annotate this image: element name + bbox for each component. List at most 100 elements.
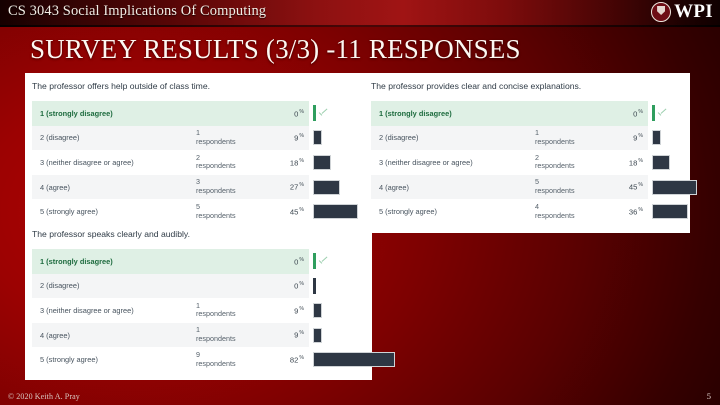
table-row: 2 (disagree) 1 respondents 9% xyxy=(371,125,661,151)
bar-zone xyxy=(313,347,395,372)
row-label: 3 (neither disagree or agree) xyxy=(379,157,473,167)
respondent-count: 1 xyxy=(196,128,200,138)
wpi-seal-icon xyxy=(651,2,672,22)
check-icon xyxy=(319,110,328,117)
row-label: 3 (neither disagree or agree) xyxy=(40,157,134,167)
row-respondents: 1 respondents xyxy=(192,129,246,146)
respondent-word: respondents xyxy=(196,161,236,171)
table-row: 1 (strongly disagree) 0% xyxy=(32,249,316,274)
percent-symbol: % xyxy=(299,354,304,361)
row-percent: 0% xyxy=(633,108,643,119)
respondent-count: 3 xyxy=(196,177,200,187)
table-row: 2 (disagree) 0% xyxy=(32,273,316,299)
percent-symbol: % xyxy=(638,206,643,213)
respondent-count: 2 xyxy=(535,152,539,162)
row-label: 1 (strongly disagree) xyxy=(379,108,452,118)
footer-copyright: © 2020 Keith A. Pray xyxy=(8,392,80,401)
percent-symbol: % xyxy=(638,108,643,115)
respondent-count: 1 xyxy=(196,325,200,335)
row-respondents: 5 respondents xyxy=(192,202,246,220)
survey-block-2: The professor speaks clearly and audibly… xyxy=(32,228,395,372)
row-respondents: 5 respondents xyxy=(531,178,585,195)
row-percent: 45% xyxy=(289,206,304,217)
row-percent: 0% xyxy=(294,256,304,267)
footer-page-number: 5 xyxy=(706,391,711,401)
bar-zone xyxy=(313,175,340,200)
percent-symbol: % xyxy=(638,133,643,140)
respondent-word: respondents xyxy=(535,210,575,220)
row-percent: 9% xyxy=(633,133,643,143)
percent-symbol: % xyxy=(638,182,643,189)
selected-indicator xyxy=(313,253,328,270)
row-percent: 45% xyxy=(628,182,643,192)
row-percent: 18% xyxy=(289,157,304,168)
row-label: 4 (agree) xyxy=(40,182,70,192)
zero-bar xyxy=(652,105,655,122)
respondent-word: respondents xyxy=(535,186,575,196)
course-title: CS 3043 Social Implications Of Computing xyxy=(8,3,267,19)
row-label: 1 (strongly disagree) xyxy=(40,256,113,266)
survey-table: 1 (strongly disagree) 0% 2 (disagree) 0% 3 (… xyxy=(32,249,395,372)
row-percent: 9% xyxy=(294,305,304,316)
respondent-word: respondents xyxy=(196,186,236,196)
table-row: 3 (neither disagree or agree) 2 respondent… xyxy=(371,150,670,175)
table-row: 5 (strongly agree) 4 respondents 36% xyxy=(371,199,688,224)
percent-symbol: % xyxy=(299,108,304,115)
bar-zone xyxy=(652,150,670,175)
row-respondents: 4 respondents xyxy=(531,202,585,220)
table-row: 2 (disagree) 1 respondents 9% xyxy=(32,125,322,151)
row-percent: 0% xyxy=(294,108,304,119)
header-bar: CS 3043 Social Implications Of Computing… xyxy=(0,0,720,27)
percent-bar xyxy=(652,179,697,195)
table-row: 4 (agree) 5 respondents 45% xyxy=(371,174,697,200)
zero-bar xyxy=(313,253,316,270)
row-label: 2 (disagree) xyxy=(40,133,80,143)
percent-symbol: % xyxy=(299,281,304,288)
row-percent: 18% xyxy=(628,157,643,168)
percent-bar xyxy=(313,204,358,220)
check-icon xyxy=(319,258,328,265)
respondent-count: 1 xyxy=(196,300,200,310)
respondent-word: respondents xyxy=(535,161,575,171)
bar-zone xyxy=(652,175,697,200)
percent-bar xyxy=(313,277,316,294)
percent-bar xyxy=(652,154,670,170)
row-percent: 82% xyxy=(289,354,304,365)
page-title: SURVEY RESULTS (3/3) -11 RESPONSES xyxy=(30,34,521,64)
survey-block-0: The professor offers help outside of cla… xyxy=(32,80,372,224)
row-respondents: 2 respondents xyxy=(192,152,246,171)
row-percent: 9% xyxy=(294,133,304,143)
row-label: 4 (agree) xyxy=(40,330,70,340)
bar-zone xyxy=(313,298,322,323)
respondent-count: 5 xyxy=(196,202,200,212)
percent-bar xyxy=(652,204,688,220)
row-label: 4 (agree) xyxy=(379,182,409,192)
percent-bar xyxy=(313,130,322,146)
table-row: 1 (strongly disagree) 0% xyxy=(371,101,655,126)
respondent-count: 5 xyxy=(535,177,539,187)
bar-zone xyxy=(313,126,322,151)
bar-zone xyxy=(652,126,661,151)
row-respondents: 2 respondents xyxy=(531,152,585,171)
row-label: 5 (strongly agree) xyxy=(40,207,98,217)
respondent-count: 4 xyxy=(535,202,539,212)
respondent-count: 2 xyxy=(196,152,200,162)
row-label: 5 (strongly agree) xyxy=(379,207,437,217)
respondent-word: respondents xyxy=(196,309,236,319)
table-row: 1 (strongly disagree) 0% xyxy=(32,101,316,126)
row-respondents: 1 respondents xyxy=(192,326,246,343)
percent-symbol: % xyxy=(299,305,304,312)
respondent-word: respondents xyxy=(196,358,236,368)
percent-symbol: % xyxy=(299,206,304,213)
survey-block-1: The professor provides clear and concise… xyxy=(371,80,697,224)
respondent-word: respondents xyxy=(196,334,236,344)
selected-indicator xyxy=(652,105,667,122)
percent-symbol: % xyxy=(299,256,304,263)
survey-table: 1 (strongly disagree) 0% 2 (disagree) 1 resp… xyxy=(371,101,697,224)
row-label: 3 (neither disagree or agree) xyxy=(40,305,134,315)
row-label: 2 (disagree) xyxy=(40,281,80,291)
bar-zone xyxy=(652,199,688,224)
row-percent: 9% xyxy=(294,330,304,340)
table-row: 4 (agree) 1 respondents 9% xyxy=(32,322,322,348)
